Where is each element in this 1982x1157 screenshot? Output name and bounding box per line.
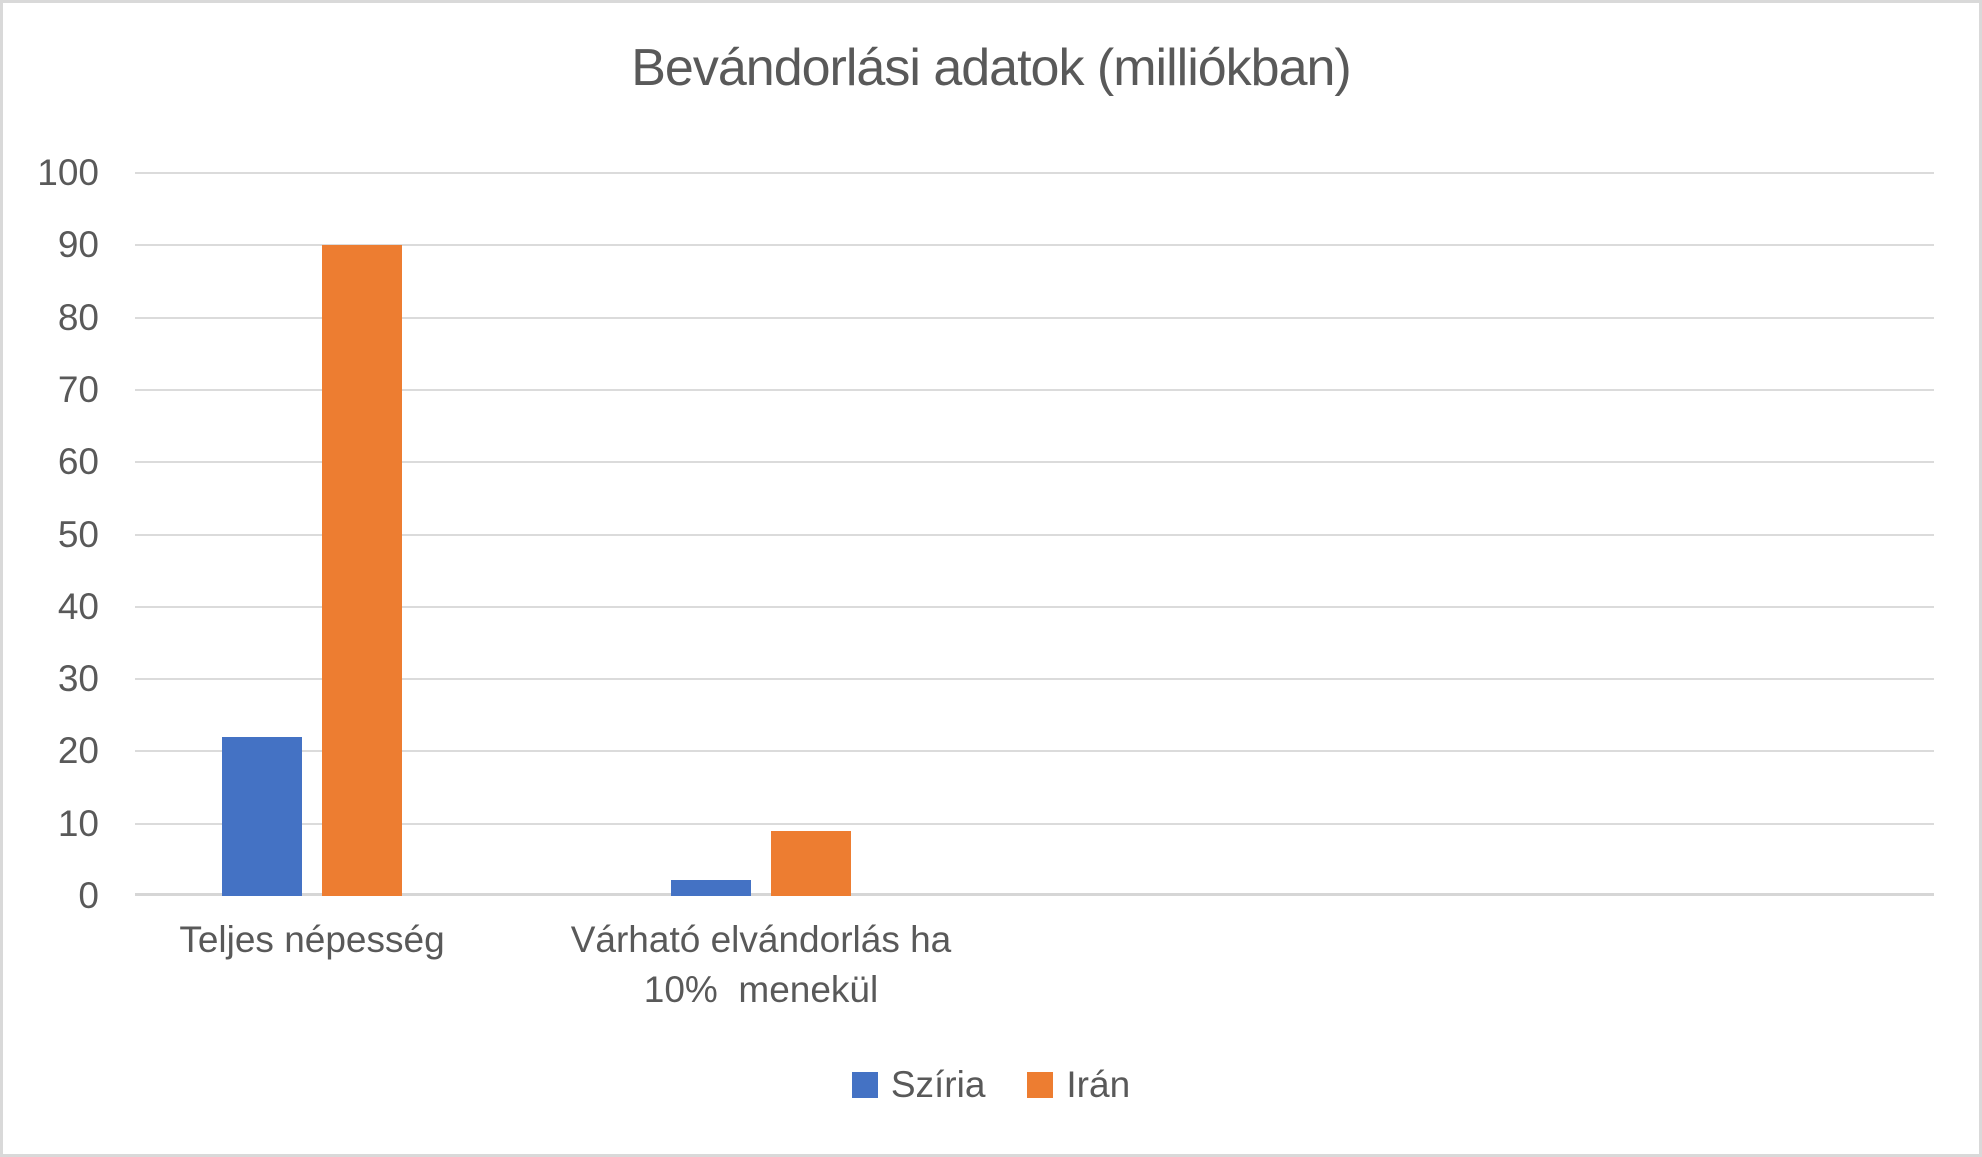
gridline	[135, 678, 1934, 681]
legend-swatch-icon	[851, 1072, 878, 1098]
category-label-line: 10% menekül	[643, 969, 879, 1010]
legend-label: Szíria	[890, 1064, 986, 1105]
legend-label: Irán	[1066, 1064, 1131, 1105]
gridline	[135, 750, 1934, 753]
category-label: Várható elvándorlás ha 10% menekül	[481, 915, 1041, 1015]
gridline	[135, 316, 1934, 319]
x-axis-line	[135, 893, 1934, 896]
y-tick-label: 30	[57, 658, 99, 700]
y-axis-tick-labels: 0 10 20 30 40 50 60 70 80 90 100	[3, 153, 99, 916]
category-label-line: Várható elvándorlás ha	[570, 919, 952, 960]
legend-item-irán: Irán	[1027, 1065, 1130, 1105]
legend-item-szíria: Szíria	[851, 1064, 986, 1105]
plot-area	[135, 172, 1934, 896]
y-tick-label: 90	[57, 224, 99, 266]
y-tick-label: 100	[37, 152, 99, 193]
gridline	[135, 822, 1934, 825]
gridline	[135, 172, 1934, 174]
category-label-line: Teljes népesség	[179, 919, 445, 960]
chart-title: Bevándorlási adatok (milliókban)	[631, 39, 1352, 97]
y-tick-label: 40	[57, 585, 99, 627]
legend-swatch-icon	[1027, 1072, 1054, 1098]
x-axis-category-labels: Teljes népesség Várható elvándorlás ha 10%…	[135, 915, 1934, 1025]
y-tick-label: 60	[57, 441, 99, 483]
y-tick-label: 50	[57, 513, 99, 555]
gridline	[135, 388, 1934, 391]
y-tick-label: 10	[57, 802, 99, 844]
category-label: Teljes népesség	[32, 915, 592, 965]
y-tick-label: 70	[57, 368, 99, 410]
gridline	[135, 605, 1934, 608]
bar-szíria-1	[222, 737, 302, 896]
bar-irán-1	[322, 245, 402, 896]
bar-szíria-2	[671, 880, 751, 896]
gridline	[135, 461, 1934, 464]
y-tick-label: 80	[57, 296, 99, 338]
legend: Szíria Irán	[3, 1065, 1979, 1105]
y-tick-label: 0	[78, 875, 99, 916]
gridline	[135, 244, 1934, 247]
bar-irán-2	[771, 831, 851, 896]
y-tick-label: 20	[57, 730, 99, 772]
gridline	[135, 533, 1934, 536]
